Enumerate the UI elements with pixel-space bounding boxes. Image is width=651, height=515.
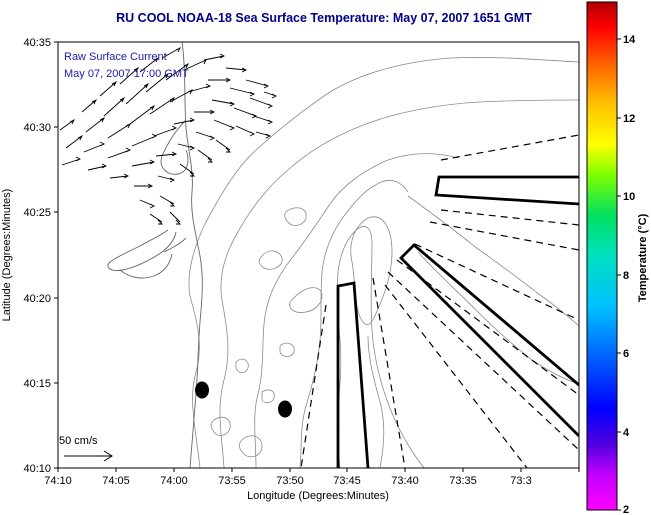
x-axis: 74:10 74:05 74:00 73:55 73:50 73:45 73:4… — [44, 468, 580, 502]
y-tick-label: 40:30 — [23, 122, 51, 134]
x-axis-label: Longitude (Degrees:Minutes) — [247, 490, 389, 502]
zone-diagonal-wedge — [399, 243, 579, 437]
annotation-line-1: Raw Surface Current — [64, 51, 167, 63]
plot-background — [58, 42, 579, 468]
colorbar-tick-label: 10 — [623, 191, 635, 203]
colorbar-ticks — [617, 38, 621, 511]
station-marker-west — [195, 381, 209, 399]
colorbar-tick-label: 12 — [623, 113, 635, 125]
colorbar-tick-label: 14 — [623, 34, 636, 46]
scale-arrow: 50 cm/s — [59, 435, 113, 462]
colorbar-tick-label: 2 — [623, 504, 629, 515]
y-tick-label: 40:25 — [23, 207, 51, 219]
bathymetry-contours — [188, 57, 579, 468]
colorbar-tick-label: 4 — [623, 427, 630, 439]
colorbar-tick-label: 8 — [623, 270, 629, 282]
x-tick-label: 73:3 — [510, 475, 531, 487]
colorbar-gradient — [586, 1, 618, 511]
x-tick-label: 73:40 — [391, 475, 419, 487]
x-tick-label: 73:45 — [333, 475, 361, 487]
outlined-zones — [336, 175, 579, 468]
plot-frame — [57, 41, 580, 469]
figure-title: RU COOL NOAA-18 Sea Surface Temperature:… — [116, 11, 532, 25]
colorbar-label: Temperature (°C) — [637, 213, 649, 302]
annotation-line-2: May 07, 2007 17:00 GMT — [64, 68, 189, 80]
y-tick-label: 40:35 — [23, 37, 51, 49]
y-axis-ticks — [54, 41, 58, 469]
surface-current-vectors — [59, 46, 278, 225]
scale-label: 50 cm/s — [59, 435, 98, 447]
dashed-guide-lines — [300, 134, 579, 468]
x-tick-label: 74:00 — [160, 475, 188, 487]
y-tick-label: 40:20 — [23, 293, 51, 305]
x-tick-label: 73:50 — [276, 475, 304, 487]
x-tick-label: 74:05 — [102, 475, 130, 487]
zone-vertical-wedge — [336, 281, 370, 468]
map-plot-area: Raw Surface Current May 07, 2007 17:00 G… — [57, 41, 580, 469]
x-axis-ticks — [57, 468, 580, 472]
y-tick-label: 40:15 — [23, 378, 51, 390]
y-tick-label: 40:10 — [23, 463, 51, 475]
colorbar-tick-label: 6 — [623, 348, 629, 360]
station-marker-east — [278, 400, 292, 418]
x-tick-label: 73:35 — [449, 475, 477, 487]
zone-north-wedge — [434, 175, 579, 206]
x-tick-label: 74:10 — [44, 475, 72, 487]
x-tick-label: 73:55 — [218, 475, 246, 487]
y-axis: 40:35 40:30 40:25 40:20 40:15 40:10 Lati… — [1, 37, 58, 475]
y-axis-label: Latitude (Degrees:Minutes) — [1, 189, 13, 322]
temperature-colorbar: 14 12 10 8 6 4 2 Temperature (°C) — [586, 1, 649, 515]
